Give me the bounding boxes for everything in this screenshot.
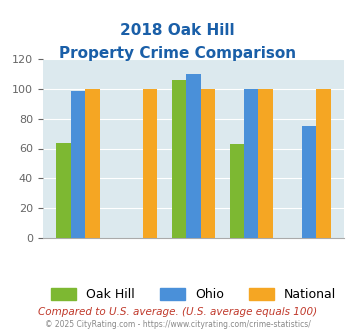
Bar — [186, 74, 201, 238]
Bar — [85, 89, 100, 238]
Legend: Oak Hill, Ohio, National: Oak Hill, Ohio, National — [46, 282, 341, 306]
Bar — [201, 89, 215, 238]
Bar — [258, 89, 273, 238]
Bar — [143, 89, 157, 238]
Bar — [316, 89, 331, 238]
Text: 2018 Oak Hill: 2018 Oak Hill — [120, 23, 235, 38]
Text: Property Crime Comparison: Property Crime Comparison — [59, 46, 296, 61]
Bar — [244, 89, 258, 238]
Bar — [71, 91, 85, 238]
Text: © 2025 CityRating.com - https://www.cityrating.com/crime-statistics/: © 2025 CityRating.com - https://www.city… — [45, 320, 310, 329]
Bar — [230, 144, 244, 238]
Bar — [172, 80, 186, 238]
Text: Compared to U.S. average. (U.S. average equals 100): Compared to U.S. average. (U.S. average … — [38, 307, 317, 317]
Bar — [56, 143, 71, 238]
Bar — [302, 126, 316, 238]
